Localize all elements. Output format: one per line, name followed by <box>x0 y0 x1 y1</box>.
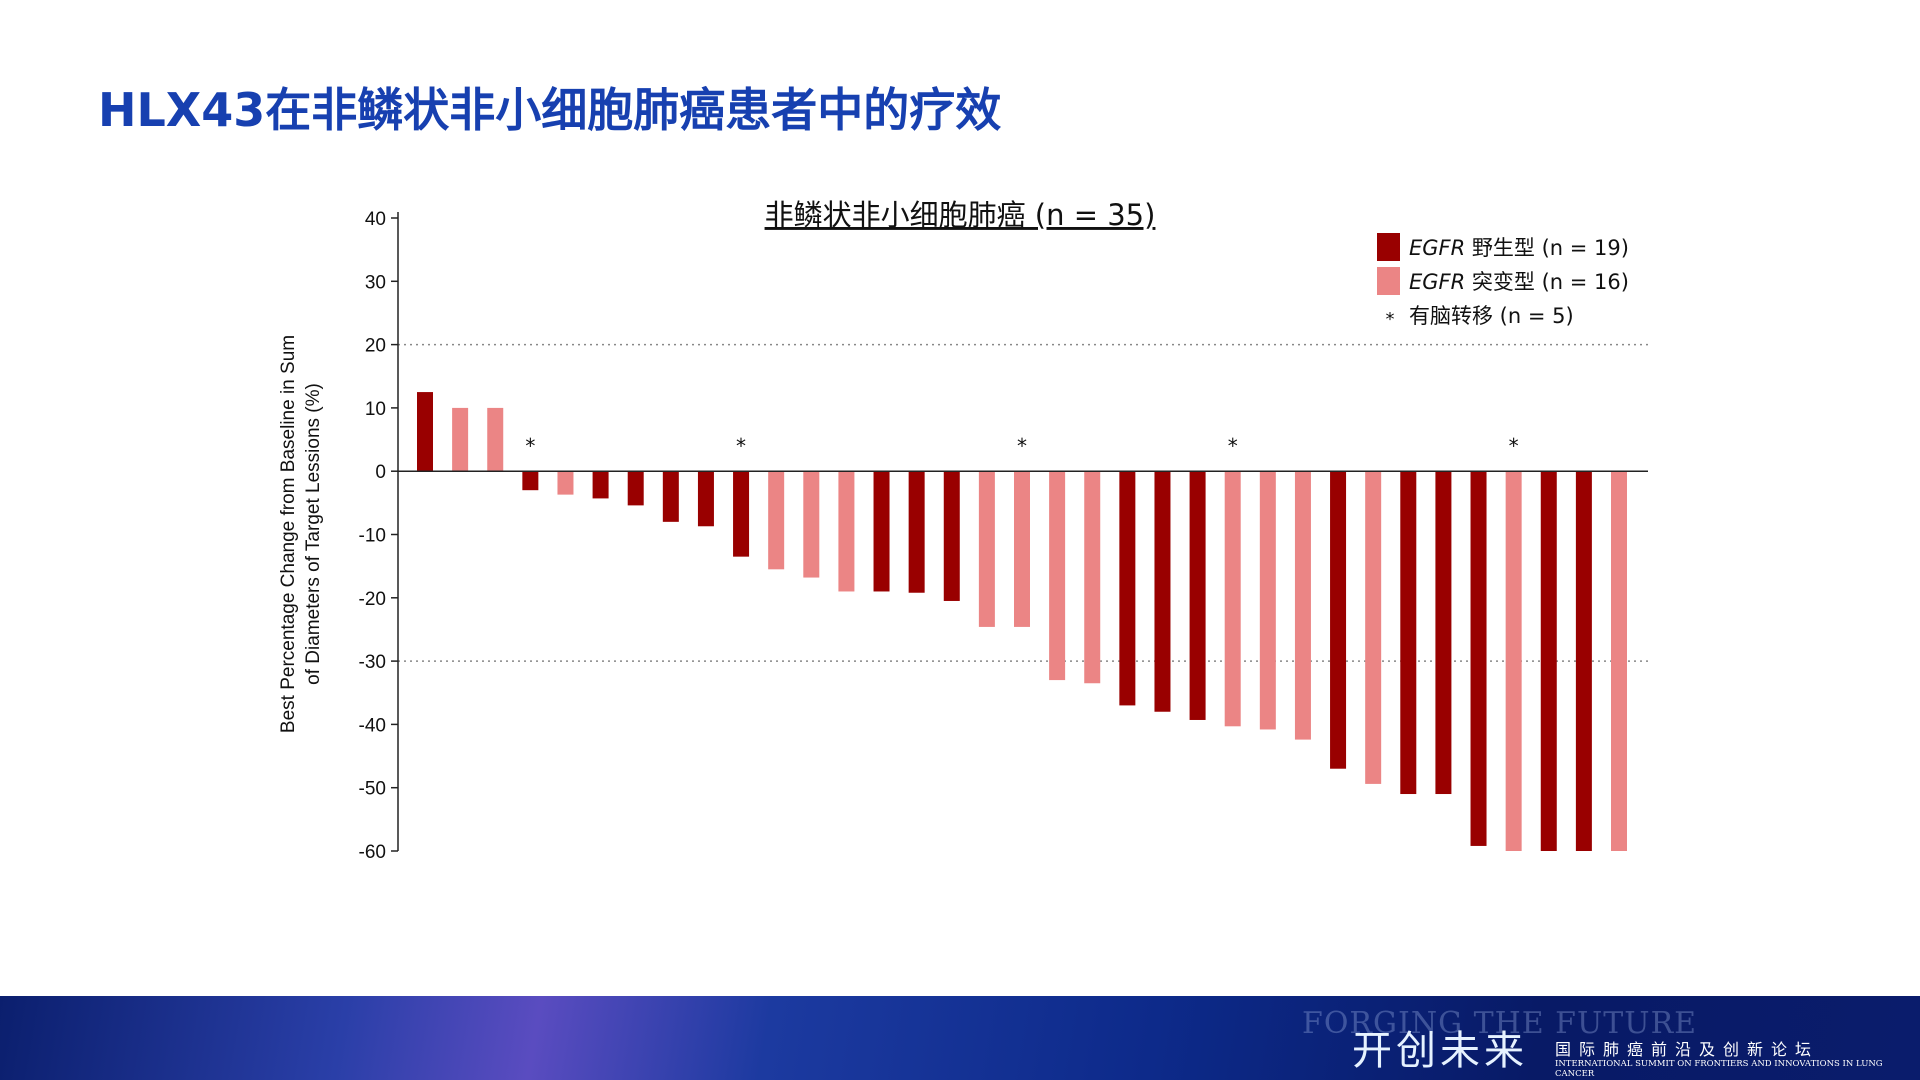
legend-label: EGFR 野生型 (n = 19) <box>1409 236 1629 260</box>
footer-subtitle-en: INTERNATIONAL SUMMIT ON FRONTIERS AND IN… <box>1555 1059 1883 1079</box>
bar <box>1084 471 1101 684</box>
y-tick-label: -60 <box>359 842 386 863</box>
bar <box>417 392 433 472</box>
bar <box>662 471 679 522</box>
bar <box>557 471 574 495</box>
legend-gene-name: EGFR <box>1409 236 1465 260</box>
bar <box>487 407 504 472</box>
brain-metastasis-marker: * <box>525 434 535 458</box>
y-tick-label: 0 <box>375 462 386 483</box>
bar <box>1294 471 1311 740</box>
legend-star-symbol: * <box>1386 309 1395 330</box>
y-axis-label: Best Percentage Change from Baseline in … <box>278 335 299 733</box>
bar <box>1259 471 1276 730</box>
bar <box>803 471 820 578</box>
y-tick-label: -20 <box>359 589 386 610</box>
bar <box>838 471 855 592</box>
chart-title: 非鳞状非小细胞肺癌 (n = 35) <box>765 198 1156 232</box>
slide-title: HLX43在非鳞状非小细胞肺癌患者中的疗效 <box>98 83 1002 137</box>
bar <box>627 471 644 506</box>
y-tick-label: -50 <box>359 779 386 800</box>
brain-metastasis-marker: * <box>736 434 746 458</box>
legend-text: 野生型 (n = 19) <box>1465 236 1629 260</box>
bar <box>1400 471 1417 795</box>
bar <box>733 471 750 557</box>
y-tick-label: 10 <box>365 399 386 420</box>
y-tick-label: 30 <box>365 272 386 293</box>
bar <box>943 471 960 601</box>
footer-ghost-logo-text: FORGING THE FUTURE <box>1302 1006 1698 1041</box>
y-tick-label: -40 <box>359 715 386 736</box>
brain-metastasis-marker: * <box>1228 434 1238 458</box>
bar <box>1575 471 1592 851</box>
bar <box>697 471 714 527</box>
legend-label: 有脑转移 (n = 5) <box>1409 304 1574 328</box>
bar <box>1014 471 1030 627</box>
y-axis-label: of Diameters of Target Lessions (%) <box>303 383 324 685</box>
bar <box>768 471 785 570</box>
bar <box>1049 471 1066 681</box>
y-tick-label: 20 <box>365 336 386 357</box>
bar <box>1540 471 1557 851</box>
bar <box>1224 471 1241 727</box>
y-tick-label: -10 <box>359 526 386 547</box>
bar <box>873 471 890 592</box>
legend-text: 有脑转移 (n = 5) <box>1409 304 1574 328</box>
bar <box>1119 471 1136 706</box>
legend-label: EGFR 突变型 (n = 16) <box>1409 270 1629 294</box>
bar <box>1154 471 1171 712</box>
bar <box>1505 471 1522 851</box>
footer-banner: FORGING THE FUTURE 开创未来 国际肺癌前沿及创新论坛 INTE… <box>0 996 1920 1080</box>
bar <box>978 471 995 627</box>
waterfall-chart: 非鳞状非小细胞肺癌 (n = 35) 40 30 20 10 0 -10 -20 -30 -40 -… <box>278 198 1648 863</box>
legend-gene-name: EGFR <box>1409 270 1465 294</box>
bar <box>452 407 469 472</box>
bar <box>1435 471 1452 795</box>
bar <box>1330 471 1347 769</box>
bar <box>1189 471 1206 720</box>
footer-subtitle-cn: 国际肺癌前沿及创新论坛 <box>1555 1040 1820 1059</box>
bar <box>592 471 609 499</box>
legend-swatch <box>1377 233 1400 261</box>
bar <box>522 471 539 491</box>
y-tick-label: 40 <box>365 209 386 230</box>
legend-text: 突变型 (n = 16) <box>1465 270 1629 294</box>
footer-brand: 开创未来 <box>1352 1028 1528 1074</box>
bar <box>1365 471 1382 784</box>
bar <box>908 471 925 593</box>
bar <box>1470 471 1487 846</box>
brain-metastasis-marker: * <box>1509 434 1519 458</box>
legend-swatch <box>1377 267 1400 295</box>
brain-metastasis-marker: * <box>1017 434 1027 458</box>
y-tick-label: -30 <box>359 652 386 673</box>
bar <box>1611 471 1627 851</box>
